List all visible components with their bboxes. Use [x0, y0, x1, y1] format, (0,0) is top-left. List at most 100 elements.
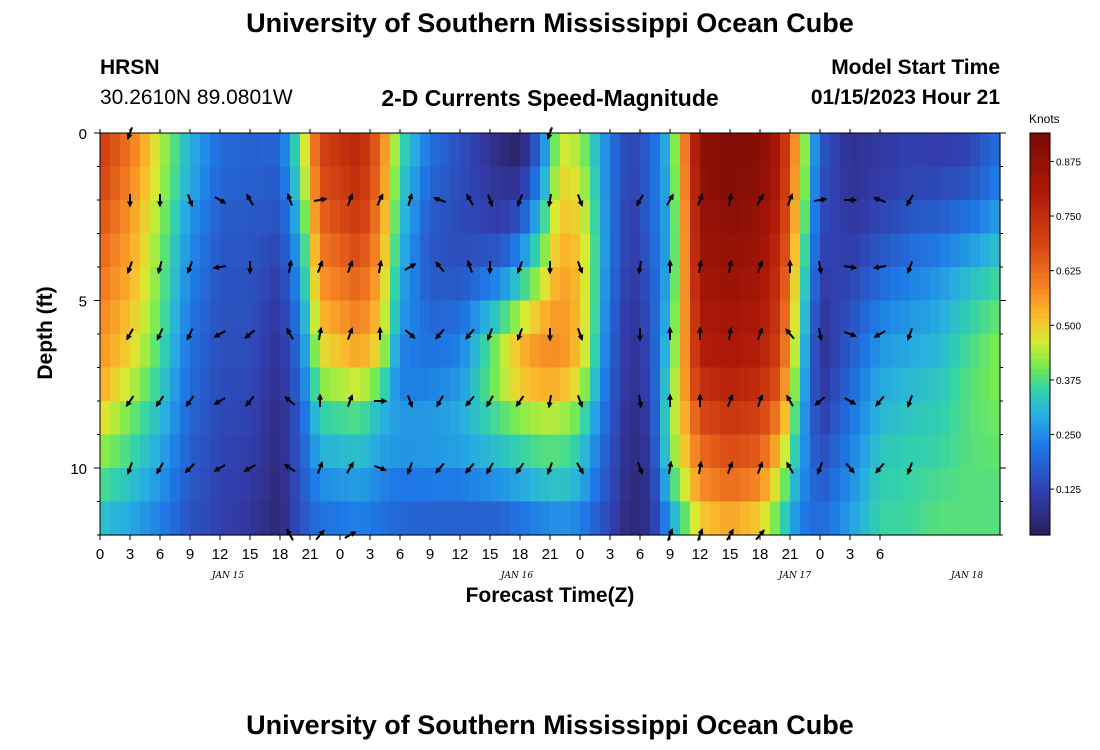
heat-cell — [710, 166, 721, 201]
arrow-head — [284, 396, 291, 403]
arrow-head — [407, 401, 414, 409]
heat-cell — [210, 401, 221, 436]
heat-cell — [940, 468, 951, 503]
heat-cell — [820, 367, 831, 402]
heat-cell — [590, 434, 601, 469]
colorbar-segment — [1030, 424, 1050, 431]
heat-cell — [290, 367, 301, 402]
heat-cell — [560, 468, 571, 503]
current-arrow — [637, 394, 644, 409]
heat-cell — [570, 133, 581, 168]
heat-cell — [900, 501, 911, 536]
heat-cell — [880, 468, 891, 503]
heat-cell — [990, 334, 1001, 369]
heat-cell — [550, 166, 561, 201]
heat-cell — [310, 468, 321, 503]
heat-cell — [990, 468, 1001, 503]
heat-cell — [490, 233, 501, 268]
current-arrow — [667, 326, 673, 340]
heat-cell — [360, 501, 371, 536]
heat-cell — [330, 501, 341, 536]
heat-cell — [950, 367, 961, 402]
heat-cell — [890, 300, 901, 335]
colorbar-tick-label: 0.875 — [1056, 157, 1081, 168]
heat-cell — [650, 367, 661, 402]
current-arrow — [286, 327, 294, 340]
heat-cell — [640, 300, 651, 335]
heat-cell — [810, 434, 821, 469]
heat-cell — [610, 166, 621, 201]
colorbar-segment — [1030, 308, 1050, 315]
heat-cell — [560, 401, 571, 436]
arrow-head — [126, 468, 133, 476]
heat-cell — [710, 334, 721, 369]
colorbar-segment — [1030, 323, 1050, 330]
heat-cell — [600, 267, 611, 302]
x-tick-label: 12 — [692, 546, 709, 563]
heat-cell — [930, 501, 941, 536]
heat-cell — [730, 166, 741, 201]
model-start-value: 01/15/2023 Hour 21 — [810, 86, 1000, 109]
heat-cell — [480, 166, 491, 201]
colorbar-tick-label: 0.125 — [1056, 485, 1081, 496]
current-arrow — [487, 261, 493, 275]
heat-cell — [470, 300, 481, 335]
heat-cell — [250, 434, 261, 469]
heat-cell — [500, 468, 511, 503]
colorbar-segment — [1030, 524, 1050, 531]
heat-cell — [420, 468, 431, 503]
heat-cell — [420, 434, 431, 469]
heat-cell — [120, 200, 131, 235]
heat-cell — [660, 468, 671, 503]
heat-cell — [910, 200, 921, 235]
heat-cell — [510, 434, 521, 469]
heat-cell — [400, 267, 411, 302]
heat-cell — [760, 267, 771, 302]
current-arrow — [816, 462, 823, 476]
heat-cell — [490, 267, 501, 302]
arrow-head — [186, 333, 193, 341]
heat-cell — [330, 300, 341, 335]
heat-cell — [800, 300, 811, 335]
current-arrow — [872, 196, 886, 203]
current-arrow — [577, 395, 584, 409]
arrow-head — [347, 393, 354, 401]
heat-cell — [700, 133, 711, 168]
colorbar-segment — [1030, 233, 1050, 240]
heat-cell — [240, 166, 251, 201]
heat-cell — [230, 166, 241, 201]
heat-cell — [720, 267, 731, 302]
heat-cell — [490, 501, 501, 536]
arrow-head — [213, 466, 221, 472]
arrow-head — [516, 200, 523, 208]
heat-cell — [320, 166, 331, 201]
arrow-head — [435, 467, 442, 474]
current-arrow — [843, 264, 858, 271]
arrow-head — [547, 335, 553, 342]
current-arrow — [247, 261, 253, 275]
heat-cell — [810, 367, 821, 402]
heat-cell — [610, 300, 621, 335]
heat-cell — [710, 401, 721, 436]
heat-cell — [250, 233, 261, 268]
heat-cell — [540, 367, 551, 402]
heat-cell — [340, 468, 351, 503]
heat-cell — [650, 468, 661, 503]
heat-cell — [750, 267, 761, 302]
heat-cell — [570, 267, 581, 302]
current-arrow — [374, 398, 388, 404]
heat-cell — [780, 334, 791, 369]
heat-cell — [800, 233, 811, 268]
current-arrow — [156, 260, 163, 275]
heat-cell — [130, 133, 141, 168]
heat-cell — [120, 367, 131, 402]
heat-cell — [870, 267, 881, 302]
heat-cell — [190, 233, 201, 268]
heat-cell — [260, 267, 271, 302]
heat-cell — [410, 267, 421, 302]
heat-cell — [530, 434, 541, 469]
heat-cell — [790, 133, 801, 168]
colorbar-segment — [1030, 354, 1050, 360]
x-tick-label: 15 — [722, 546, 739, 563]
heat-cell — [710, 267, 721, 302]
